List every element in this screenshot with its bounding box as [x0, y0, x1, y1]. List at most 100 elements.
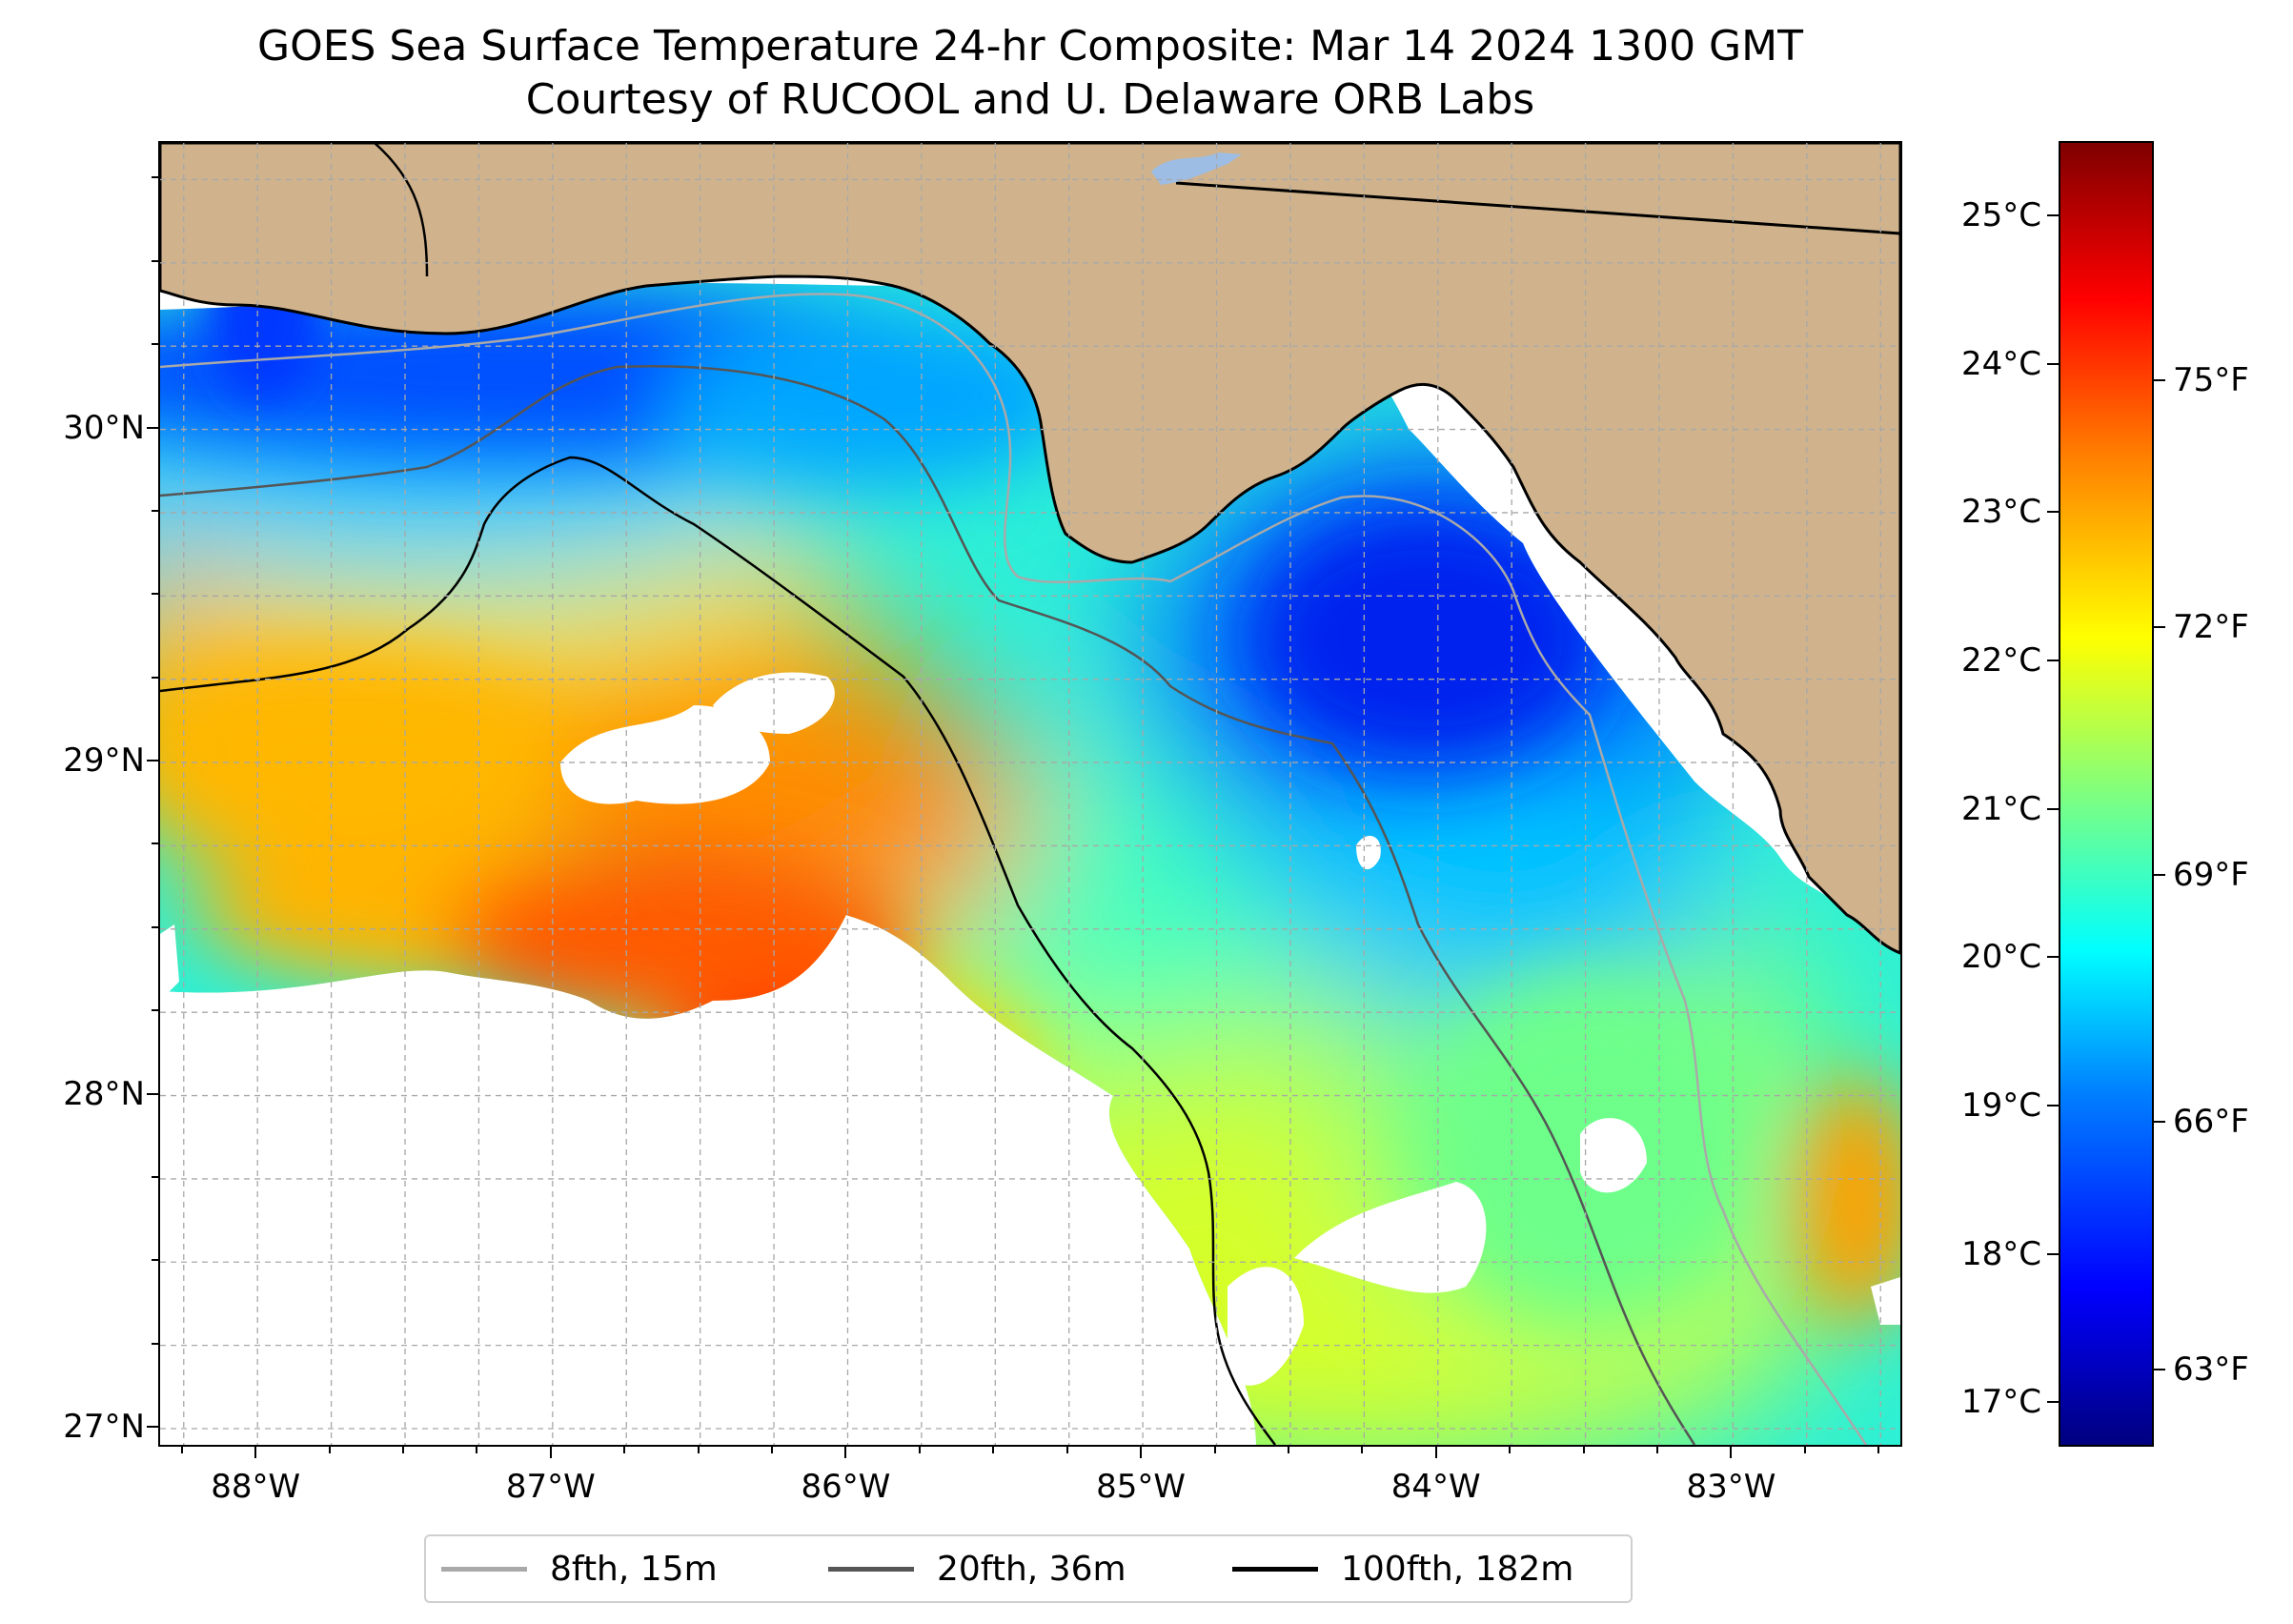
fahrenheit-tick	[2154, 1121, 2165, 1124]
celsius-tick	[2047, 956, 2059, 959]
lat-minor-tick	[152, 1009, 158, 1012]
lon-minor-tick	[180, 1447, 183, 1453]
lat-major-tick	[147, 1092, 158, 1095]
legend-swatch	[1232, 1566, 1318, 1572]
legend-swatch	[828, 1566, 914, 1572]
fahrenheit-tick	[2154, 1368, 2165, 1370]
lon-tick-label: 85°W	[1096, 1468, 1187, 1506]
celsius-tick	[2047, 362, 2059, 365]
celsius-tick	[2047, 1401, 2059, 1404]
lon-minor-tick	[1877, 1447, 1880, 1453]
lon-major-tick	[844, 1447, 847, 1458]
lat-tick-label: 30°N	[63, 408, 145, 447]
lon-major-tick	[549, 1447, 552, 1458]
isobaths	[160, 293, 1868, 1445]
lon-minor-tick	[1509, 1447, 1512, 1453]
lon-tick-label: 86°W	[801, 1468, 891, 1506]
celsius-tick-label: 18°C	[1960, 1234, 2041, 1273]
lon-minor-tick	[1213, 1447, 1216, 1453]
lat-minor-tick	[152, 176, 158, 179]
lon-minor-tick	[1361, 1447, 1364, 1453]
lon-major-tick	[1730, 1447, 1733, 1458]
celsius-tick-label: 24°C	[1960, 344, 2041, 383]
lat-minor-tick	[152, 1175, 158, 1178]
celsius-tick	[2047, 1104, 2059, 1106]
fahrenheit-tick-label: 72°F	[2173, 608, 2249, 647]
gridlines	[160, 143, 1900, 1445]
lon-minor-tick	[1803, 1447, 1806, 1453]
no-data-mask	[160, 672, 1900, 1445]
land	[160, 143, 1900, 955]
fahrenheit-tick-label: 63°F	[2173, 1350, 2249, 1389]
isobath-100fth	[160, 456, 1276, 1445]
legend-swatch	[441, 1566, 527, 1572]
celsius-tick	[2047, 807, 2059, 810]
celsius-tick	[2047, 213, 2059, 216]
colorbar	[2059, 141, 2154, 1447]
legend-item-20fth: 20fth, 36m	[828, 1536, 1126, 1601]
celsius-tick-label: 20°C	[1960, 938, 2041, 977]
legend-label: 8fth, 15m	[550, 1549, 718, 1589]
fahrenheit-tick	[2154, 873, 2165, 876]
inland-water	[1151, 152, 1242, 185]
celsius-tick-label: 19°C	[1960, 1086, 2041, 1125]
fahrenheit-tick-label: 66°F	[2173, 1103, 2249, 1142]
lon-minor-tick	[1065, 1447, 1068, 1453]
lat-tick-label: 29°N	[63, 741, 145, 781]
lat-minor-tick	[152, 676, 158, 679]
lat-minor-tick	[152, 259, 158, 262]
celsius-tick-label: 17°C	[1960, 1383, 2041, 1422]
lat-minor-tick	[152, 842, 158, 845]
celsius-tick-label: 21°C	[1960, 789, 2041, 828]
lon-major-tick	[1140, 1447, 1143, 1458]
lon-minor-tick	[476, 1447, 478, 1453]
isobath-20fth	[160, 365, 1696, 1445]
fahrenheit-tick	[2154, 378, 2165, 381]
lon-minor-tick	[402, 1447, 404, 1453]
legend-item-100fth: 100fth, 182m	[1232, 1536, 1573, 1601]
legend-label: 20fth, 36m	[937, 1549, 1126, 1589]
lon-minor-tick	[1582, 1447, 1585, 1453]
celsius-tick	[2047, 511, 2059, 514]
celsius-tick-label: 23°C	[1960, 493, 2041, 532]
lon-minor-tick	[1287, 1447, 1289, 1453]
lon-tick-label: 87°W	[505, 1468, 596, 1506]
celsius-tick-label: 22°C	[1960, 640, 2041, 680]
fahrenheit-tick-label: 69°F	[2173, 855, 2249, 894]
lat-minor-tick	[152, 1342, 158, 1345]
lat-minor-tick	[152, 925, 158, 928]
celsius-tick-label: 25°C	[1960, 195, 2041, 234]
fahrenheit-tick-label: 75°F	[2173, 360, 2249, 399]
lon-minor-tick	[697, 1447, 700, 1453]
isobath-8fth	[160, 293, 1868, 1445]
lat-major-tick	[147, 1426, 158, 1429]
lat-minor-tick	[152, 1259, 158, 1262]
celsius-tick	[2047, 1252, 2059, 1255]
lon-tick-label: 84°W	[1390, 1468, 1481, 1506]
legend-label: 100fth, 182m	[1341, 1549, 1574, 1589]
lat-major-tick	[147, 760, 158, 762]
lat-tick-label: 27°N	[63, 1408, 145, 1447]
figure-title: GOES Sea Surface Temperature 24-hr Compo…	[256, 22, 1803, 71]
lon-minor-tick	[623, 1447, 626, 1453]
isobath-legend: 8fth, 15m 20fth, 36m 100fth, 182m	[424, 1534, 1633, 1603]
lat-minor-tick	[152, 343, 158, 346]
lon-tick-label: 83°W	[1686, 1468, 1776, 1506]
lon-major-tick	[254, 1447, 257, 1458]
celsius-tick	[2047, 659, 2059, 661]
lon-tick-label: 88°W	[211, 1468, 301, 1506]
lat-major-tick	[147, 426, 158, 429]
alabama-border	[374, 143, 429, 277]
lon-minor-tick	[1655, 1447, 1658, 1453]
state-border	[1175, 181, 1900, 235]
legend-item-8fth: 8fth, 15m	[441, 1536, 718, 1601]
lat-minor-tick	[152, 509, 158, 512]
lat-tick-label: 28°N	[63, 1074, 145, 1113]
lon-minor-tick	[992, 1447, 995, 1453]
figure-subtitle: Courtesy of RUCOOL and U. Delaware ORB L…	[525, 75, 1535, 124]
lon-major-tick	[1434, 1447, 1437, 1458]
fahrenheit-tick	[2154, 626, 2165, 629]
sst-map	[160, 143, 1900, 1445]
lon-minor-tick	[771, 1447, 774, 1453]
map-panel	[158, 141, 1902, 1447]
